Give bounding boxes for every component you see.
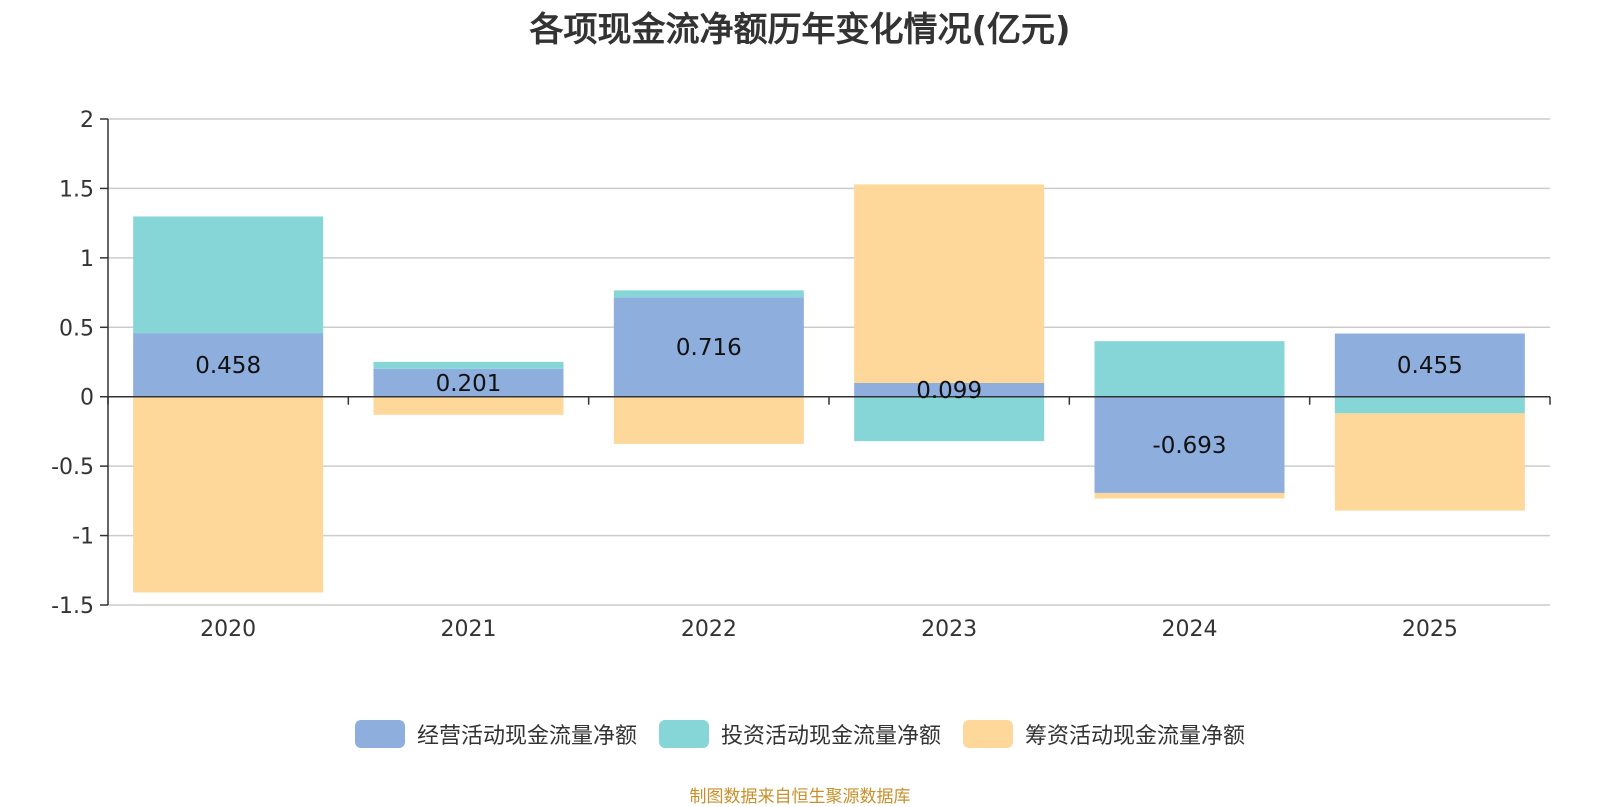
data-label: 0.455 bbox=[1397, 353, 1463, 379]
bar-segment bbox=[373, 368, 564, 397]
bar-segment bbox=[854, 396, 1045, 442]
y-tick-label: 1 bbox=[80, 247, 94, 272]
legend-swatch-operating bbox=[354, 720, 405, 748]
legend-item-investing[interactable]: 投资活动现金流量净额 bbox=[658, 718, 941, 750]
data-label: 0.099 bbox=[916, 378, 982, 404]
y-axis-labels: 2 1.5 1 0.5 0 -0.5 -1 -1.5 bbox=[51, 108, 94, 619]
bar-segment bbox=[373, 396, 564, 415]
bar-segment bbox=[1094, 492, 1285, 499]
gridlines bbox=[108, 118, 1550, 606]
y-tick-label: 1.5 bbox=[59, 177, 94, 202]
x-tick-label: 2023 bbox=[921, 617, 977, 642]
x-tick-label: 2022 bbox=[681, 617, 737, 642]
x-tick-label: 2024 bbox=[1162, 617, 1218, 642]
bar-segment bbox=[613, 290, 804, 298]
legend-label-investing: 投资活动现金流量净额 bbox=[720, 724, 941, 749]
y-tick-label: 0 bbox=[80, 386, 94, 411]
legend: 经营活动现金流量净额 投资活动现金流量净额 筹资活动现金流量净额 bbox=[0, 718, 1600, 750]
x-tick-label: 2020 bbox=[200, 617, 256, 642]
chart-title: 各项现金流净额历年变化情况(亿元) bbox=[529, 10, 1071, 50]
bar-segment bbox=[854, 382, 1045, 397]
bar-segment bbox=[373, 361, 564, 369]
bar-segment bbox=[1334, 396, 1525, 414]
x-axis-labels: 2020 2021 2022 2023 2024 2025 bbox=[200, 617, 1458, 642]
bar-segment bbox=[613, 396, 804, 444]
x-tick-label: 2021 bbox=[441, 617, 497, 642]
bar-segment bbox=[133, 333, 324, 397]
axes bbox=[100, 118, 1551, 606]
data-label: 0.201 bbox=[436, 371, 502, 397]
bar-segment bbox=[854, 184, 1045, 383]
legend-swatch-investing bbox=[658, 720, 709, 748]
bar-segment bbox=[133, 396, 324, 593]
y-tick-label: 2 bbox=[80, 108, 94, 133]
source-note: 制图数据来自恒生聚源数据库 bbox=[689, 787, 911, 807]
bar-segment bbox=[1334, 333, 1525, 397]
bar-segment bbox=[133, 216, 324, 334]
legend-label-operating: 经营活动现金流量净额 bbox=[416, 724, 637, 749]
bar-segment bbox=[613, 297, 804, 397]
y-tick-label: -1 bbox=[72, 525, 94, 550]
x-tick-label: 2025 bbox=[1402, 617, 1458, 642]
data-labels: 0.458 0.201 0.716 0.099 -0.693 0.455 bbox=[195, 335, 1463, 459]
bars bbox=[133, 184, 1525, 593]
y-tick-label: -1.5 bbox=[51, 594, 94, 619]
legend-item-operating[interactable]: 经营活动现金流量净额 bbox=[354, 718, 637, 750]
y-tick-label: -0.5 bbox=[51, 455, 94, 480]
bar-segment bbox=[1334, 413, 1525, 511]
legend-item-financing[interactable]: 筹资活动现金流量净额 bbox=[963, 718, 1245, 750]
legend-label-financing: 筹资活动现金流量净额 bbox=[1025, 724, 1246, 749]
data-label: -0.693 bbox=[1152, 433, 1226, 459]
bar-segment bbox=[1094, 341, 1285, 397]
y-tick-label: 0.5 bbox=[59, 316, 94, 341]
data-label: 0.458 bbox=[195, 353, 261, 379]
data-label: 0.716 bbox=[676, 335, 742, 361]
legend-swatch-financing bbox=[963, 720, 1013, 748]
bar-segment bbox=[1094, 396, 1285, 493]
